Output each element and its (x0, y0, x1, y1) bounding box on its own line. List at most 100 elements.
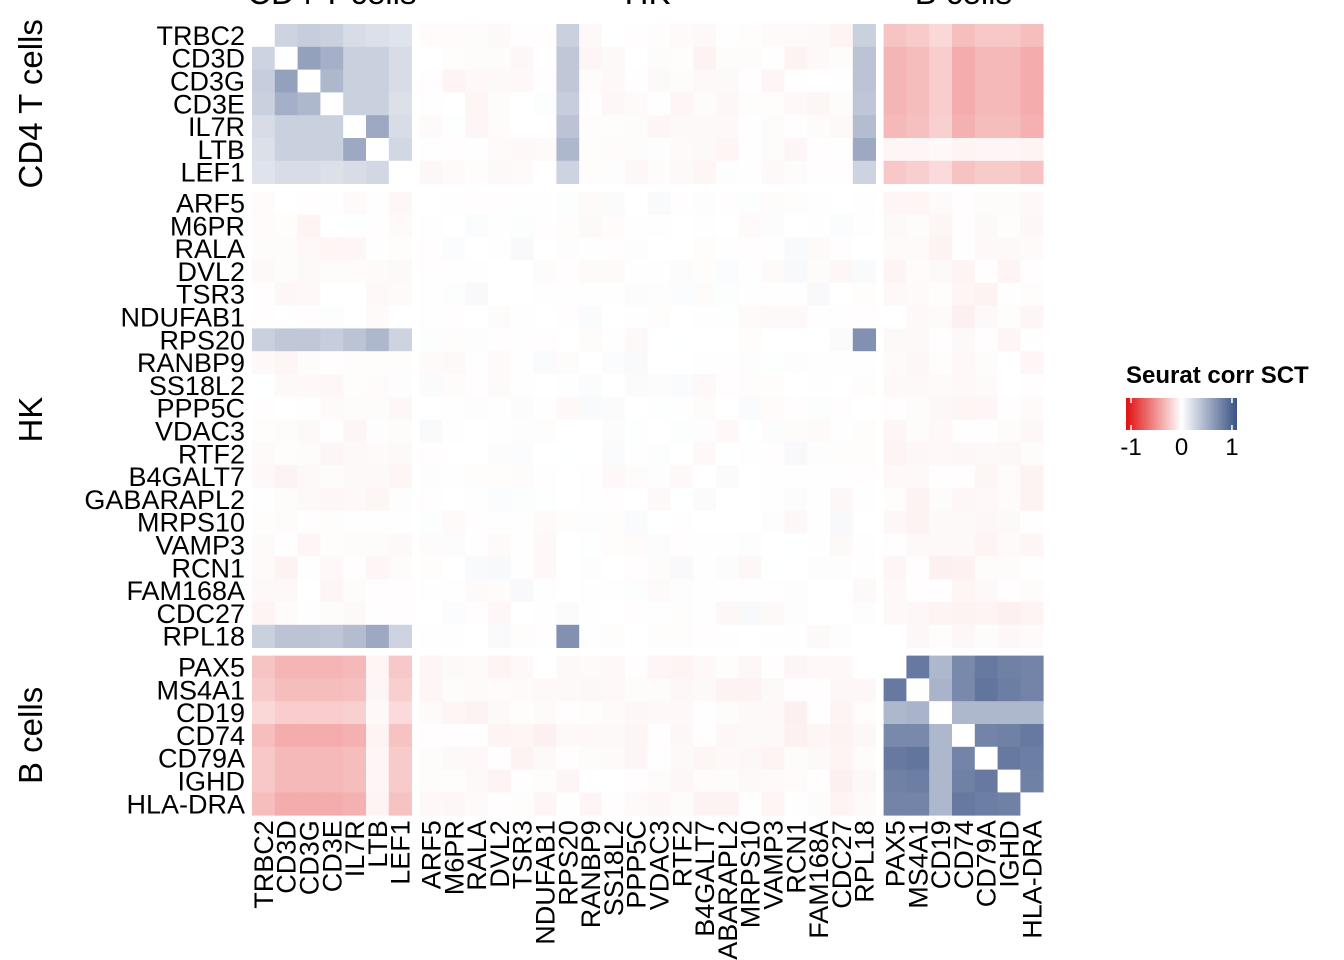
cell-SS18L2-ARF5 (419, 374, 443, 398)
cell-HLA-DRA-M6PR (442, 792, 466, 816)
cell-GABARAPL2-ARF5 (419, 488, 443, 512)
cell-GABARAPL2-CDC27 (830, 488, 854, 512)
cell-CD79A-RANBP9 (579, 746, 603, 770)
cell-VDAC3-VAMP3 (761, 419, 785, 443)
cell-GABARAPL2-LEF1 (388, 488, 412, 512)
cell-IL7R-IGHD (997, 115, 1021, 139)
cell-MS4A1-HLA-DRA (1020, 678, 1044, 702)
cell-TRBC2-RCN1 (784, 24, 808, 48)
cell-RALA-RALA (465, 237, 489, 261)
cell-ARF5-MRPS10 (738, 191, 762, 215)
cell-MRPS10-DVL2 (488, 510, 512, 534)
cell-IL7R-RCN1 (784, 115, 808, 139)
cell-TSR3-RCN1 (784, 282, 808, 306)
cell-TSR3-CDC27 (830, 282, 854, 306)
cell-RCN1-NDUFAB1 (533, 556, 557, 580)
cell-VAMP3-RCN1 (784, 533, 808, 557)
cell-FAM168A-SS18L2 (602, 579, 626, 603)
cell-TSR3-CD3E (320, 282, 344, 306)
cell-CD3E-PAX5 (883, 92, 907, 116)
cell-VAMP3-LTB (366, 533, 390, 557)
column-label: IGHD (995, 820, 1025, 888)
cell-RANBP9-CD3G (297, 351, 321, 375)
cell-RCN1-RPS20 (556, 556, 580, 580)
cell-CD3D-RCN1 (784, 46, 808, 70)
cell-RPL18-CDC27 (830, 624, 854, 648)
cell-RANBP9-LTB (366, 351, 390, 375)
cell-B4GALT7-CD79A (974, 465, 998, 489)
cell-SS18L2-MRPS10 (738, 374, 762, 398)
cell-VAMP3-RTF2 (670, 533, 694, 557)
cell-M6PR-IL7R (343, 214, 367, 238)
cell-NDUFAB1-ARF5 (419, 305, 443, 329)
cell-GABARAPL2-CD19 (929, 488, 953, 512)
cell-RCN1-PPP5C (624, 556, 648, 580)
cell-ARF5-GABARAPL2 (716, 191, 740, 215)
cell-RTF2-NDUFAB1 (533, 442, 557, 466)
cell-B4GALT7-CD19 (929, 465, 953, 489)
cell-RALA-NDUFAB1 (533, 237, 557, 261)
cell-CDC27-GABARAPL2 (716, 602, 740, 626)
cell-PPP5C-RALA (465, 396, 489, 420)
cell-DVL2-CDC27 (830, 260, 854, 284)
cell-B4GALT7-PPP5C (624, 465, 648, 489)
cell-CD3G-B4GALT7 (693, 69, 717, 93)
cell-DVL2-VAMP3 (761, 260, 785, 284)
cell-RANBP9-RPS20 (556, 351, 580, 375)
column-label: M6PR (439, 820, 469, 895)
row-label: CD3D (171, 44, 245, 74)
cell-B4GALT7-LEF1 (388, 465, 412, 489)
cell-CD3E-VAMP3 (761, 92, 785, 116)
cell-RPS20-SS18L2 (602, 328, 626, 352)
cell-HLA-DRA-RPL18 (852, 792, 876, 816)
cell-CD19-GABARAPL2 (716, 701, 740, 725)
cell-NDUFAB1-CD19 (929, 305, 953, 329)
cell-RCN1-VAMP3 (761, 556, 785, 580)
cell-NDUFAB1-TRBC2 (252, 305, 276, 329)
cell-CDC27-MS4A1 (906, 602, 930, 626)
cell-CD79A-SS18L2 (602, 746, 626, 770)
cell-IL7R-PAX5 (883, 115, 907, 139)
cell-CD74-TSR3 (510, 724, 534, 748)
cell-RALA-IL7R (343, 237, 367, 261)
cell-LEF1-DVL2 (488, 160, 512, 184)
cell-RCN1-LEF1 (388, 556, 412, 580)
cell-LTB-RALA (465, 138, 489, 162)
cell-CD3D-MS4A1 (906, 46, 930, 70)
cell-CD19-VAMP3 (761, 701, 785, 725)
cell-CD3D-CD79A (974, 46, 998, 70)
cell-CD19-LEF1 (388, 701, 412, 725)
cell-MS4A1-RCN1 (784, 678, 808, 702)
cell-VAMP3-FAM168A (807, 533, 831, 557)
cell-CD3G-IGHD (997, 69, 1021, 93)
cell-RPL18-M6PR (442, 624, 466, 648)
cell-VDAC3-PPP5C (624, 419, 648, 443)
cell-IL7R-PPP5C (624, 115, 648, 139)
cell-RCN1-IGHD (997, 556, 1021, 580)
cell-LTB-RANBP9 (579, 138, 603, 162)
cell-TRBC2-TSR3 (510, 24, 534, 48)
cell-PPP5C-PAX5 (883, 396, 907, 420)
cell-HLA-DRA-TSR3 (510, 792, 534, 816)
column-label: ARF5 (417, 820, 447, 889)
cell-CDC27-LEF1 (388, 602, 412, 626)
cell-IL7R-RANBP9 (579, 115, 603, 139)
cell-B4GALT7-CD3E (320, 465, 344, 489)
cell-CD3D-CD19 (929, 46, 953, 70)
cell-CDC27-RPL18 (852, 602, 876, 626)
cell-TSR3-LEF1 (388, 282, 412, 306)
column-label: GABARAPL2 (713, 820, 743, 960)
cell-CD79A-RCN1 (784, 746, 808, 770)
cell-TSR3-RALA (465, 282, 489, 306)
cell-CD3E-TSR3 (510, 92, 534, 116)
cell-PPP5C-TRBC2 (252, 396, 276, 420)
cell-GABARAPL2-CD3D (274, 488, 298, 512)
cell-PPP5C-CD3D (274, 396, 298, 420)
cell-IL7R-MS4A1 (906, 115, 930, 139)
cell-SS18L2-CD74 (952, 374, 976, 398)
cell-RALA-CD3D (274, 237, 298, 261)
cell-VDAC3-NDUFAB1 (533, 419, 557, 443)
cell-DVL2-TRBC2 (252, 260, 276, 284)
row-label: CD3E (173, 89, 245, 119)
cell-M6PR-MS4A1 (906, 214, 930, 238)
